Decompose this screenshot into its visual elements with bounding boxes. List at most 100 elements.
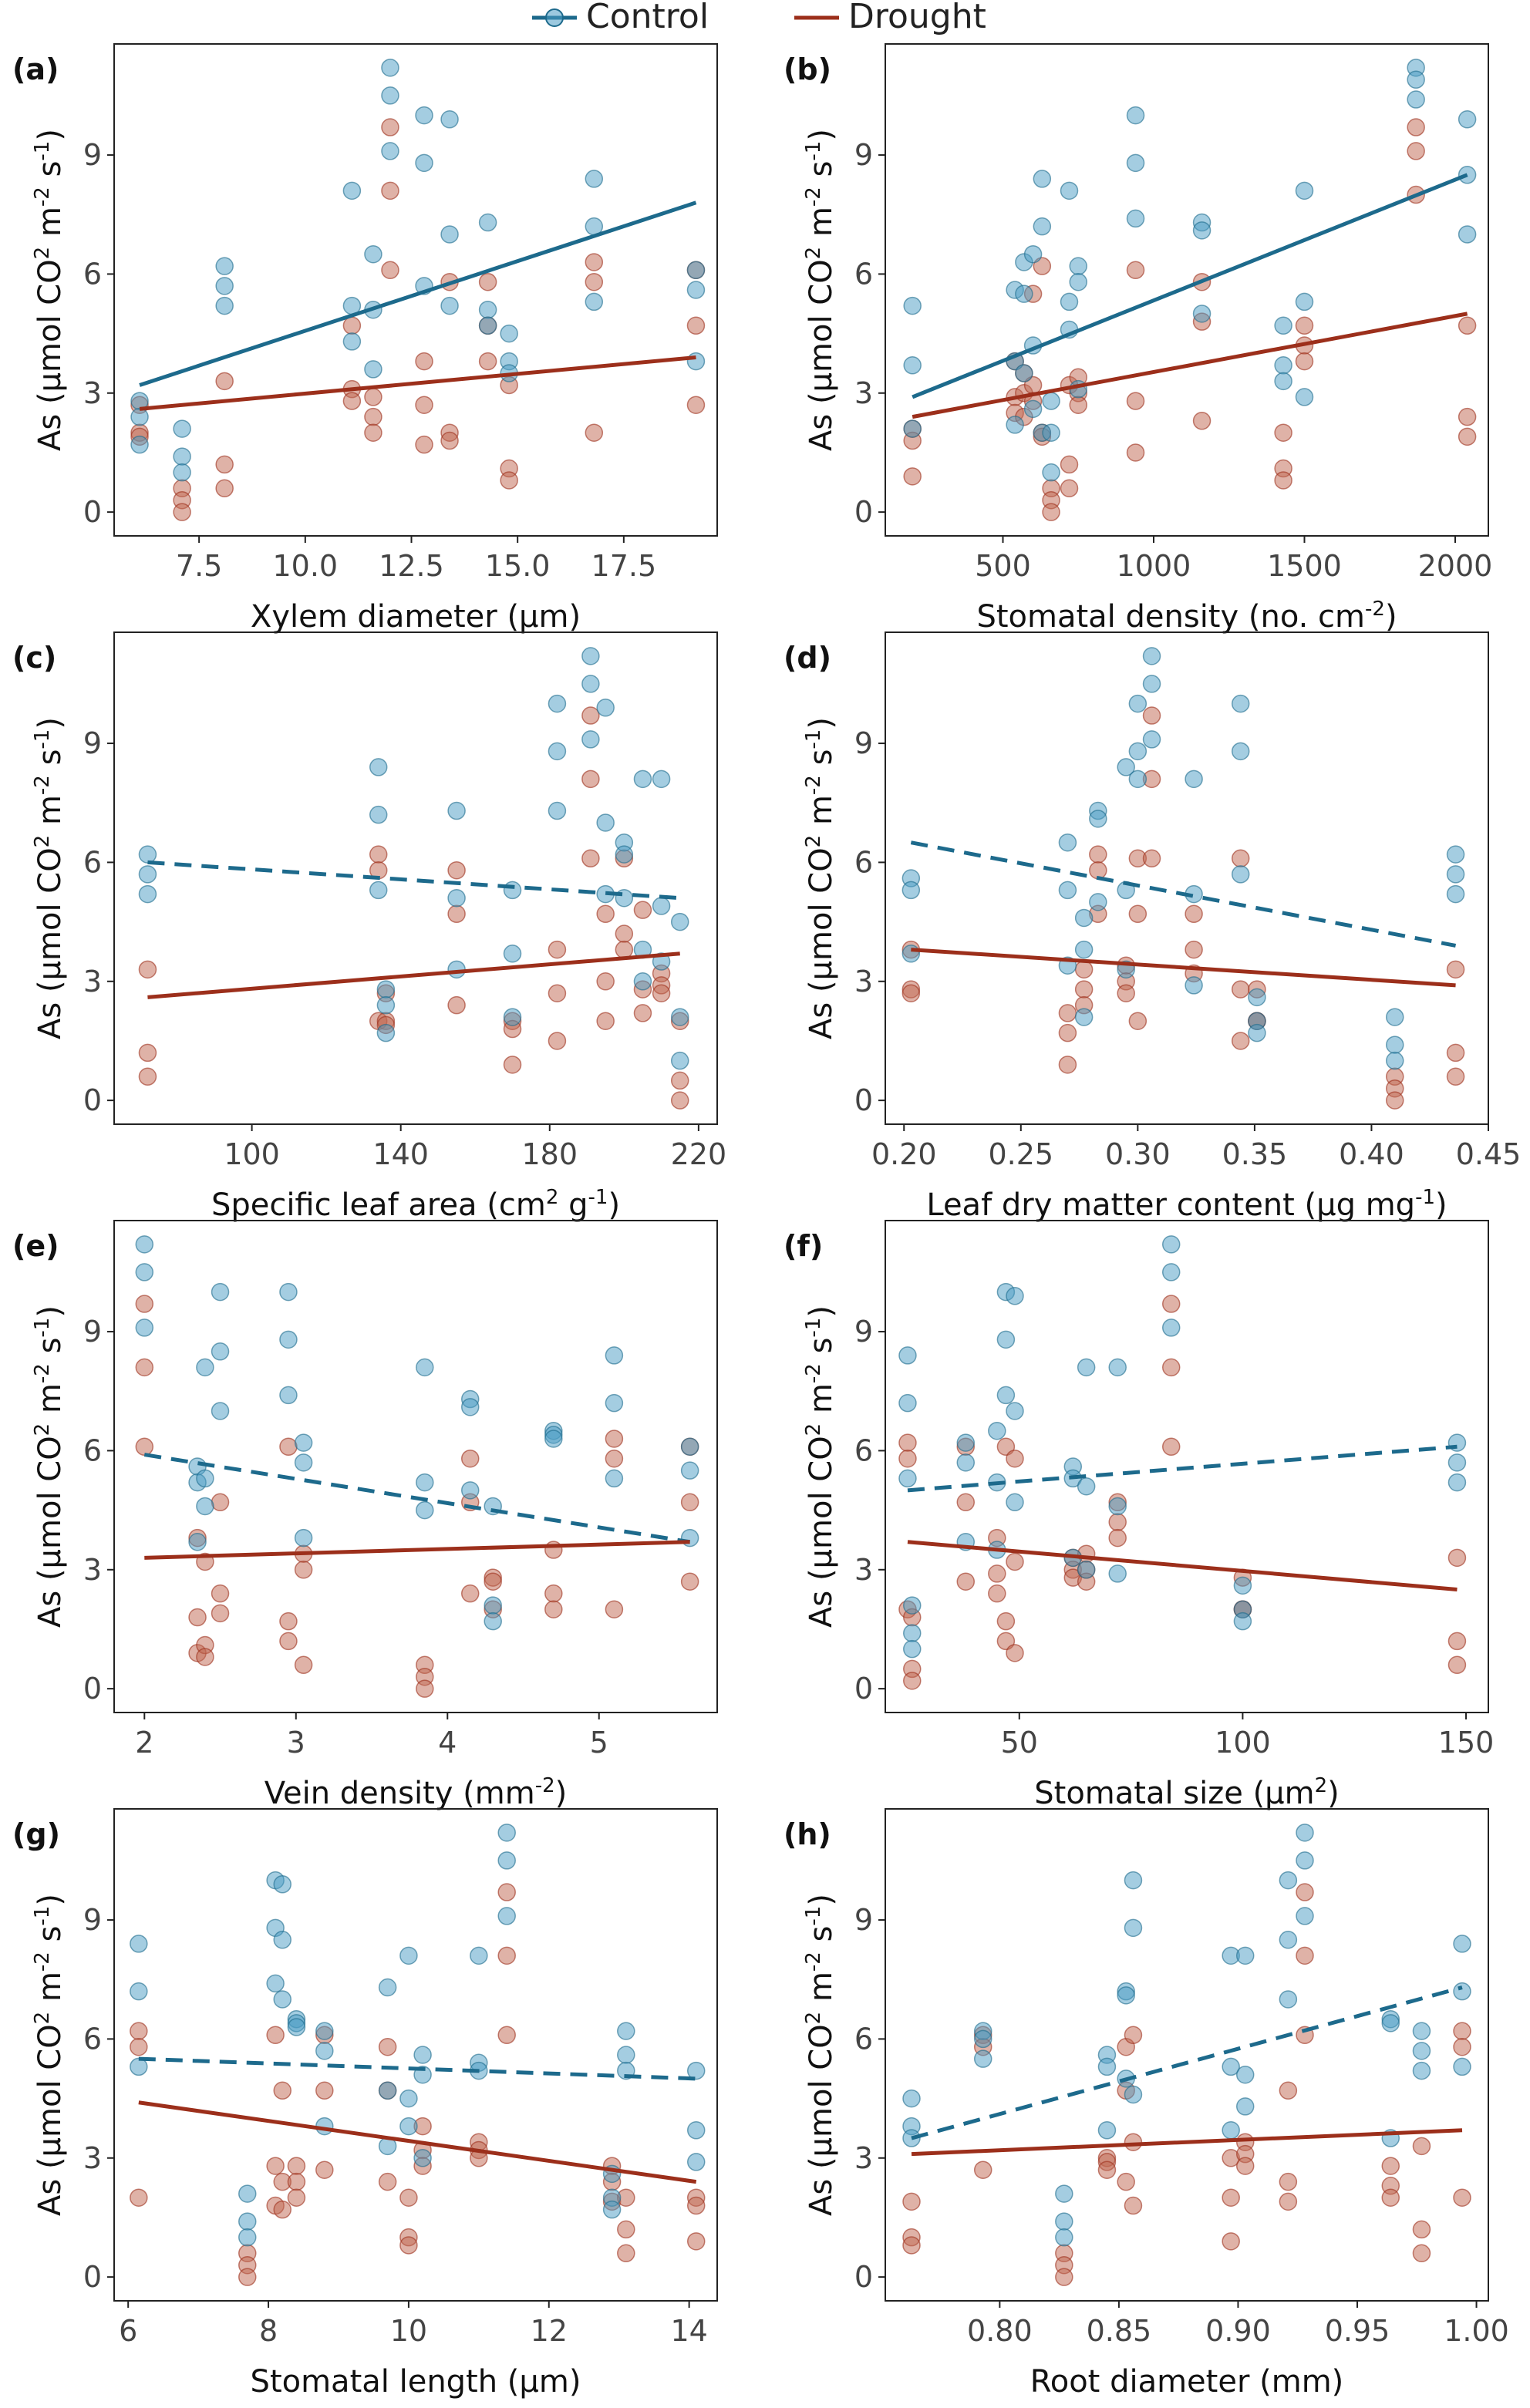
drought-point: [1006, 1644, 1024, 1662]
legend-control-label: Control: [586, 0, 709, 36]
x-tick-label: 0.40: [1339, 1137, 1404, 1171]
drought-point: [615, 940, 634, 959]
drought-point: [378, 2037, 397, 2056]
drought-point: [1279, 2081, 1298, 2100]
drought-point: [1295, 352, 1314, 371]
drought-point: [1074, 980, 1094, 999]
control-point: [1033, 170, 1052, 188]
x-axis-title: Root diameter (mm): [1030, 2364, 1344, 2400]
control-point: [1015, 285, 1033, 303]
drought-point: [1124, 2133, 1143, 2151]
x-tick-label: 2: [135, 1726, 153, 1760]
drought-point: [1124, 2026, 1143, 2045]
drought-point: [956, 1572, 976, 1591]
control-point: [440, 225, 459, 244]
drought-point: [1446, 1067, 1465, 1086]
y-tick-label: 3: [854, 2141, 873, 2175]
x-tick-label: 500: [975, 549, 1031, 583]
control-point: [376, 980, 396, 999]
control-point: [378, 1978, 397, 1997]
drought-point: [279, 1632, 298, 1651]
control-point: [1077, 1561, 1096, 1579]
control-point: [138, 865, 157, 884]
control-point: [1222, 2057, 1240, 2076]
control-point: [903, 296, 922, 315]
control-point: [1447, 1473, 1467, 1492]
drought-point: [1060, 479, 1079, 498]
panel-label: (g): [12, 1817, 60, 1851]
control-point: [416, 1500, 434, 1520]
drought-point: [686, 2232, 706, 2251]
control-fit-line: [910, 840, 1457, 948]
control-point: [1055, 2184, 1073, 2203]
control-point: [497, 1824, 516, 1842]
control-point: [1231, 865, 1250, 884]
x-tick-label: 0.25: [988, 1137, 1053, 1171]
drought-point: [1386, 1091, 1404, 1110]
control-point: [478, 213, 497, 232]
drought-point: [399, 2236, 418, 2255]
drought-point: [1055, 2268, 1073, 2286]
drought-point: [585, 423, 604, 442]
control-point: [1412, 2042, 1431, 2060]
control-point: [130, 407, 149, 426]
control-point: [548, 742, 567, 761]
drought-point: [988, 1584, 1006, 1603]
control-point: [238, 2184, 257, 2203]
control-point: [1042, 463, 1060, 482]
drought-point: [988, 1564, 1006, 1583]
control-point: [1296, 1907, 1314, 1925]
drought-point: [138, 960, 157, 979]
control-point: [1117, 1986, 1135, 2005]
control-point: [460, 1398, 480, 1416]
control-point: [903, 356, 922, 375]
control-point: [399, 2089, 418, 2108]
control-point: [1069, 257, 1087, 275]
drought-point: [294, 1561, 313, 1579]
control-point: [1055, 2212, 1073, 2231]
drought-point: [1006, 1552, 1024, 1571]
plot-frame: [113, 631, 718, 1125]
drought-point: [605, 1430, 624, 1448]
control-point: [1295, 181, 1314, 200]
drought-point: [1126, 392, 1145, 410]
control-point: [1097, 2121, 1117, 2140]
control-point: [484, 1612, 502, 1631]
drought-point: [1231, 849, 1250, 868]
drought-point: [1279, 2172, 1298, 2191]
control-point: [130, 2057, 148, 2076]
control-point: [898, 1393, 917, 1413]
control-point: [1033, 217, 1052, 236]
drought-point: [342, 392, 362, 410]
x-tick-label: 17.5: [591, 549, 657, 583]
drought-point: [215, 479, 234, 498]
drought-point: [1117, 984, 1135, 1002]
drought-point: [381, 261, 399, 280]
drought-point: [1453, 2188, 1471, 2207]
control-fit-line: [139, 200, 697, 387]
control-point: [585, 170, 604, 188]
drought-point: [287, 2188, 306, 2207]
control-fit-line: [907, 1444, 1458, 1493]
control-point: [1453, 1935, 1471, 1953]
y-axis-title: As (μmol CO2 m-2 s-1): [31, 1305, 68, 1628]
drought-point: [497, 1883, 516, 1901]
control-point: [903, 1624, 922, 1642]
drought-point: [605, 1600, 624, 1618]
drought-point: [135, 1295, 154, 1313]
control-point: [500, 324, 518, 343]
control-point: [369, 758, 388, 776]
drought-point: [381, 181, 399, 200]
control-point: [1060, 292, 1079, 312]
control-point: [130, 435, 149, 454]
drought-point: [294, 1655, 313, 1675]
control-point: [1161, 1235, 1181, 1254]
drought-point: [633, 901, 652, 919]
drought-point: [1446, 960, 1465, 979]
drought-point: [973, 2160, 992, 2179]
control-point: [238, 2228, 257, 2247]
control-point: [898, 1346, 917, 1365]
drought-point: [215, 372, 234, 391]
control-point: [1042, 392, 1060, 410]
drought-point: [1069, 396, 1087, 414]
